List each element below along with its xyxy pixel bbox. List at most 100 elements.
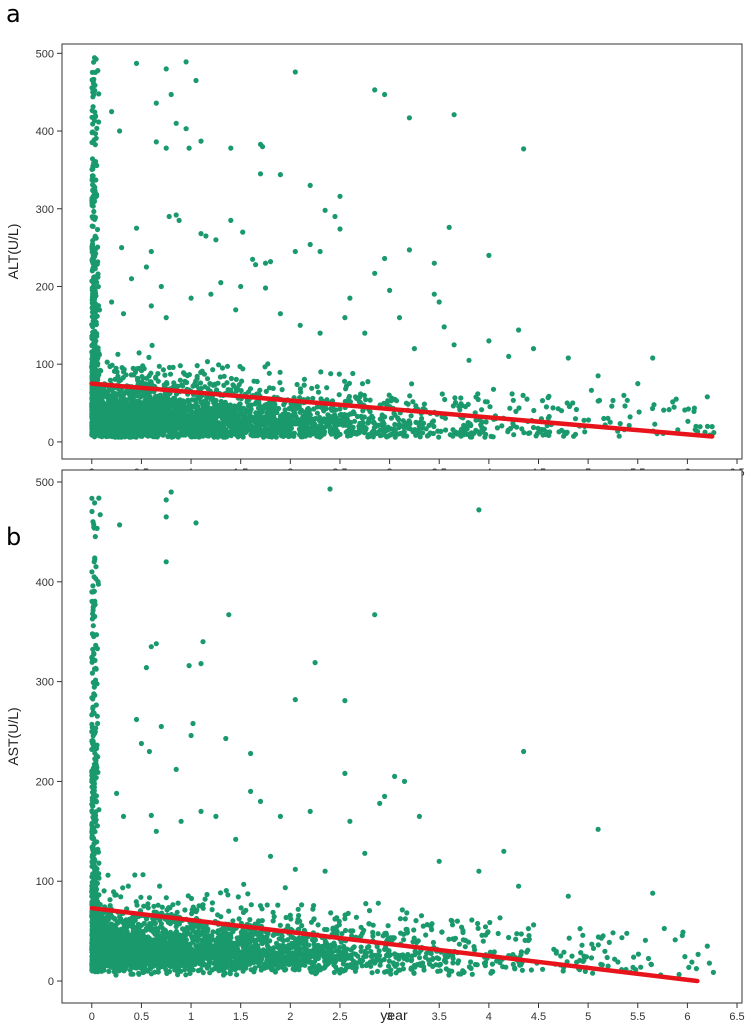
alt-data-point [458,395,464,401]
alt-data-point [272,402,278,408]
alt-data-point [291,430,297,436]
ast-data-point [90,679,96,686]
alt-data-point [308,419,314,425]
alt-data-point [100,433,106,439]
alt-data-point [507,405,513,411]
alt-data-point [185,397,191,403]
alt-data-point [134,421,140,427]
alt-data-point [96,119,102,125]
alt-data-point [292,248,298,255]
alt-data-point [153,375,159,381]
alt-data-point [203,417,209,424]
alt-data-point [140,375,146,381]
ast-data-point [89,746,95,753]
alt-data-point [509,391,515,397]
alt-data-point [108,393,114,399]
alt-data-point [494,425,500,431]
alt-data-point [277,369,283,375]
panel-label-b: b [6,523,22,551]
alt-data-point [172,400,179,406]
alt-data-point [294,381,300,388]
alt-data-point [89,223,95,229]
alt-data-point [150,397,156,404]
alt-data-point [135,398,141,404]
alt-data-point [365,379,371,385]
alt-data-point [314,410,320,416]
alt-data-point [183,126,189,132]
alt-data-point [136,350,142,356]
alt-data-point [247,402,253,408]
alt-data-point [479,425,485,431]
alt-data-point [112,401,118,407]
ast-x-tick-label: 6 [684,1011,690,1023]
alt-data-point [572,416,579,422]
alt-data-point [318,420,324,426]
alt-data-point [287,414,293,420]
ast-data-point [90,871,96,877]
alt-data-point [697,424,703,430]
alt-data-point [301,376,307,382]
alt-data-point [691,405,698,411]
alt-data-point [144,375,150,381]
ast-data-point [91,651,97,657]
alt-data-point [595,373,601,379]
alt-data-point [365,420,371,426]
alt-data-point [239,378,245,384]
alt-data-point [314,384,320,390]
alt-data-point [238,283,244,290]
alt-data-point [266,370,272,376]
alt-data-point [514,424,520,430]
alt-data-point [135,428,141,434]
alt-data-point [322,207,328,213]
alt-data-point [585,417,592,423]
alt-data-point [94,331,100,337]
alt-data-point [650,355,656,361]
alt-data-point [367,397,373,403]
alt-data-point [133,403,140,409]
alt-data-point [550,405,556,411]
alt-data-point [400,430,406,436]
alt-data-point [273,425,279,431]
alt-data-point [324,385,330,391]
alt-data-point [109,406,115,412]
alt-data-point [89,156,96,162]
ast-data-point [90,623,96,629]
alt-data-point [344,428,350,434]
alt-data-point [151,418,157,425]
alt-data-point [193,77,199,84]
alt-data-point [301,382,307,388]
ast-data-point [89,616,95,622]
alt-data-point [114,423,120,429]
alt-data-point [636,409,642,415]
alt-data-point [268,406,274,412]
alt-data-point [237,418,243,425]
alt-data-point [106,387,112,393]
alt-data-point [217,412,223,418]
alt-data-point [442,396,448,403]
alt-data-point [431,423,437,430]
alt-data-point [216,362,222,368]
alt-data-point [101,406,107,412]
ast-data-point [400,961,406,967]
alt-data-point [190,428,196,434]
ast-data-point [91,684,97,690]
alt-data-point [384,402,391,408]
alt-data-point [119,245,125,251]
alt-data-point [297,395,303,401]
alt-data-point [392,421,398,428]
alt-data-point [460,432,466,438]
alt-data-point [471,430,477,436]
ast-data-point [92,598,98,604]
alt-data-point [371,419,377,425]
alt-data-point [510,397,516,403]
ast-x-tick-label: 5 [585,1011,591,1023]
alt-data-point [277,311,283,317]
alt-data-point [313,415,319,422]
alt-data-point [92,82,98,88]
alt-data-point [387,287,393,293]
alt-data-point [450,403,456,409]
alt-data-point [182,378,188,384]
alt-data-point [89,287,95,293]
alt-data-point [337,193,343,199]
